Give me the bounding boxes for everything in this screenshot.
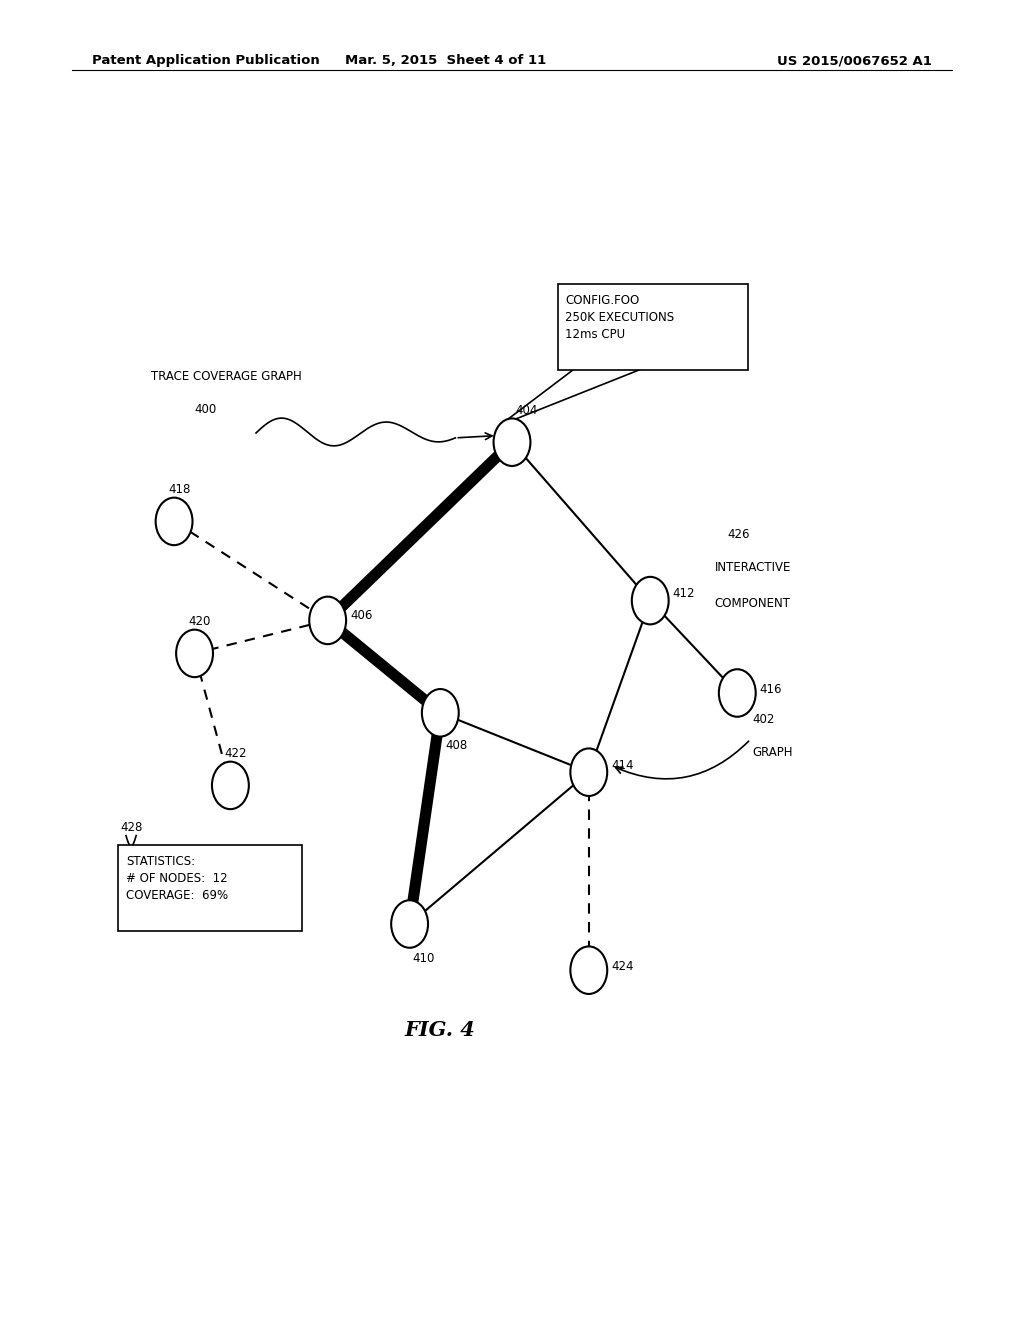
Circle shape: [570, 748, 607, 796]
Text: 424: 424: [611, 960, 634, 973]
Circle shape: [309, 597, 346, 644]
Text: 400: 400: [195, 403, 217, 416]
Circle shape: [422, 689, 459, 737]
Text: CONFIG.FOO
250K EXECUTIONS
12ms CPU: CONFIG.FOO 250K EXECUTIONS 12ms CPU: [565, 294, 675, 342]
Text: US 2015/0067652 A1: US 2015/0067652 A1: [777, 54, 932, 67]
Text: 408: 408: [445, 739, 468, 752]
Text: 402: 402: [753, 713, 775, 726]
Text: 414: 414: [611, 759, 634, 772]
Circle shape: [570, 946, 607, 994]
Circle shape: [212, 762, 249, 809]
Text: 412: 412: [673, 587, 695, 601]
Circle shape: [156, 498, 193, 545]
Text: Patent Application Publication: Patent Application Publication: [92, 54, 319, 67]
Text: 410: 410: [413, 952, 435, 965]
Text: 422: 422: [224, 747, 247, 760]
Circle shape: [176, 630, 213, 677]
Text: 426: 426: [727, 528, 750, 541]
Text: 406: 406: [350, 609, 373, 622]
FancyBboxPatch shape: [558, 284, 748, 370]
Text: COMPONENT: COMPONENT: [715, 597, 791, 610]
Text: 428: 428: [121, 821, 143, 834]
Text: STATISTICS:
# OF NODES:  12
COVERAGE:  69%: STATISTICS: # OF NODES: 12 COVERAGE: 69%: [126, 855, 228, 903]
Circle shape: [494, 418, 530, 466]
Circle shape: [632, 577, 669, 624]
Circle shape: [391, 900, 428, 948]
Text: GRAPH: GRAPH: [753, 746, 794, 759]
Text: TRACE COVERAGE GRAPH: TRACE COVERAGE GRAPH: [151, 370, 301, 383]
Text: 418: 418: [168, 483, 190, 496]
Text: INTERACTIVE: INTERACTIVE: [715, 561, 792, 574]
FancyBboxPatch shape: [118, 845, 302, 931]
Text: 420: 420: [188, 615, 211, 628]
Circle shape: [719, 669, 756, 717]
Text: 404: 404: [515, 404, 538, 417]
Text: FIG. 4: FIG. 4: [404, 1019, 476, 1040]
Text: 416: 416: [760, 682, 782, 696]
Text: Mar. 5, 2015  Sheet 4 of 11: Mar. 5, 2015 Sheet 4 of 11: [345, 54, 546, 67]
